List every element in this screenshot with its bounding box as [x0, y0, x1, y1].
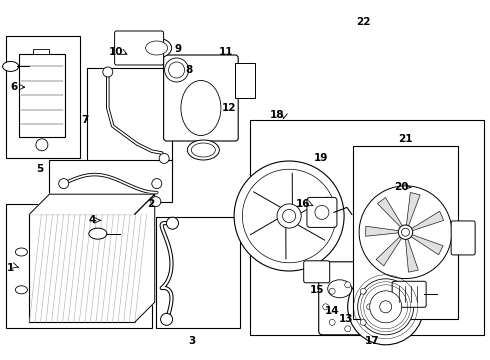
Ellipse shape: [328, 280, 352, 298]
Circle shape: [359, 186, 452, 279]
Bar: [353, 146, 458, 319]
Circle shape: [369, 291, 402, 323]
Circle shape: [165, 58, 189, 82]
FancyBboxPatch shape: [318, 262, 397, 335]
Bar: [6, 204, 152, 328]
Text: 4: 4: [88, 215, 96, 225]
Circle shape: [348, 269, 424, 345]
Polygon shape: [29, 194, 155, 214]
Circle shape: [283, 210, 295, 222]
Ellipse shape: [89, 228, 107, 239]
Text: 8: 8: [186, 65, 193, 75]
Circle shape: [234, 161, 344, 271]
Ellipse shape: [192, 143, 215, 157]
Circle shape: [151, 197, 161, 207]
Text: 21: 21: [398, 134, 413, 144]
FancyBboxPatch shape: [451, 221, 475, 255]
Bar: [87, 68, 172, 173]
Polygon shape: [405, 234, 418, 272]
Text: 9: 9: [175, 44, 182, 54]
Circle shape: [358, 279, 414, 335]
Polygon shape: [135, 194, 155, 322]
Ellipse shape: [2, 62, 19, 71]
Ellipse shape: [142, 38, 172, 58]
Circle shape: [243, 169, 336, 263]
Text: 7: 7: [81, 114, 89, 125]
Circle shape: [329, 319, 335, 325]
Circle shape: [152, 179, 162, 189]
Text: 3: 3: [189, 336, 196, 346]
Bar: [6, 36, 80, 158]
Ellipse shape: [181, 81, 221, 135]
Text: 22: 22: [356, 17, 371, 27]
Circle shape: [367, 304, 373, 310]
Ellipse shape: [15, 286, 27, 294]
Bar: [156, 217, 240, 328]
Circle shape: [169, 62, 185, 78]
Text: 2: 2: [147, 199, 154, 210]
Circle shape: [380, 301, 392, 313]
Bar: [49, 160, 172, 202]
Circle shape: [344, 326, 351, 332]
FancyBboxPatch shape: [307, 197, 337, 228]
Text: 17: 17: [365, 336, 380, 346]
FancyBboxPatch shape: [304, 261, 330, 283]
Text: 12: 12: [222, 103, 237, 113]
Text: 5: 5: [37, 164, 44, 174]
Bar: [33, 49, 49, 54]
FancyBboxPatch shape: [392, 281, 426, 307]
Text: 15: 15: [310, 285, 325, 295]
Text: 20: 20: [394, 182, 409, 192]
Circle shape: [344, 282, 351, 288]
Circle shape: [329, 288, 335, 294]
FancyBboxPatch shape: [164, 55, 238, 141]
Polygon shape: [377, 198, 405, 231]
Circle shape: [159, 153, 169, 163]
Circle shape: [360, 319, 366, 325]
Polygon shape: [407, 211, 444, 232]
Circle shape: [398, 225, 413, 239]
Text: 16: 16: [295, 199, 310, 210]
Circle shape: [315, 206, 329, 219]
Polygon shape: [407, 233, 443, 255]
Circle shape: [360, 288, 366, 294]
Polygon shape: [366, 226, 404, 236]
Circle shape: [167, 217, 178, 229]
Circle shape: [103, 67, 113, 77]
Circle shape: [401, 228, 410, 236]
Circle shape: [59, 179, 69, 189]
Text: 14: 14: [325, 306, 340, 316]
Bar: [19, 54, 65, 137]
Text: 1: 1: [7, 263, 14, 273]
Circle shape: [277, 204, 301, 228]
Circle shape: [161, 313, 172, 325]
Text: 19: 19: [314, 153, 328, 163]
Polygon shape: [376, 233, 404, 266]
Ellipse shape: [146, 41, 168, 55]
Text: 18: 18: [270, 110, 285, 120]
Polygon shape: [406, 193, 420, 231]
Text: 6: 6: [10, 82, 17, 92]
FancyBboxPatch shape: [115, 31, 164, 65]
Ellipse shape: [15, 248, 27, 256]
Text: 11: 11: [219, 47, 234, 57]
Circle shape: [36, 139, 48, 151]
Circle shape: [323, 304, 329, 310]
Polygon shape: [306, 205, 323, 225]
Bar: [235, 63, 255, 98]
Bar: [250, 120, 484, 335]
Ellipse shape: [187, 140, 220, 160]
Text: 13: 13: [339, 314, 353, 324]
Text: 10: 10: [108, 47, 123, 57]
